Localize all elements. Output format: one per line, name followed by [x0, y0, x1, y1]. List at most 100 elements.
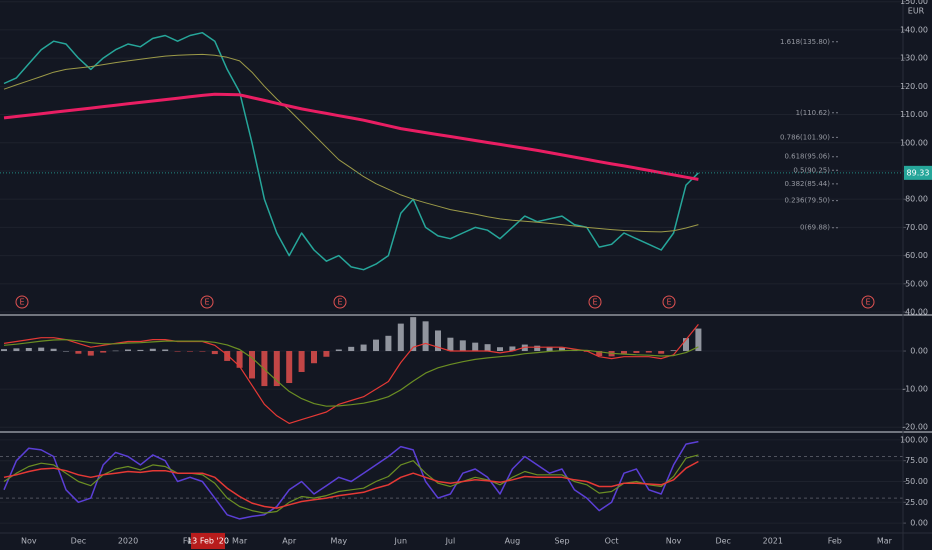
- y-tick-label: 0.00: [910, 519, 928, 528]
- earnings-label: E: [865, 298, 870, 307]
- y-tick-label: 75.00: [905, 456, 928, 465]
- histogram-bar: [236, 351, 243, 368]
- histogram-bar: [286, 351, 293, 384]
- earnings-label: E: [337, 298, 342, 307]
- histogram-bar: [25, 347, 32, 352]
- y-tick-label: 140.00: [900, 25, 928, 34]
- histogram-bar: [397, 323, 404, 352]
- x-tick-label: Feb: [183, 537, 197, 546]
- y-tick-label: 40.00: [905, 308, 928, 317]
- histogram-bar: [137, 349, 144, 352]
- earnings-marker[interactable]: [588, 295, 602, 309]
- histogram-bar: [1, 349, 7, 352]
- histogram-bar: [112, 350, 119, 352]
- histogram-bar: [559, 347, 565, 352]
- histogram-bar: [683, 338, 689, 352]
- y-tick-label: -20.00: [902, 423, 928, 432]
- histogram-bar: [385, 335, 392, 352]
- x-tick-label: Sep: [554, 537, 569, 546]
- histogram-bar: [472, 342, 479, 352]
- earnings-marker[interactable]: [662, 295, 676, 309]
- earnings-marker[interactable]: [15, 295, 29, 309]
- histogram-bar: [373, 339, 379, 352]
- histogram-bar: [249, 351, 255, 379]
- histogram-bar: [534, 345, 541, 352]
- histogram-bar: [125, 349, 131, 352]
- x-tick-label: May: [331, 537, 348, 546]
- histogram-bar: [224, 351, 231, 361]
- histogram-bar: [546, 346, 553, 352]
- x-tick-label: Oct: [605, 537, 619, 546]
- histogram-bar: [695, 328, 702, 352]
- histogram-bar: [211, 351, 218, 355]
- currency-label: EUR: [908, 7, 925, 16]
- last-price-label: 89.33: [907, 168, 930, 177]
- earnings-marker[interactable]: [333, 295, 347, 309]
- y-tick-label: 110.00: [900, 110, 928, 119]
- histogram-bar: [497, 347, 503, 352]
- histogram-bar: [38, 347, 45, 352]
- histogram-bar: [13, 348, 20, 352]
- x-tick-label: Aug: [505, 537, 521, 546]
- line-series: [3, 460, 699, 509]
- crosshair-date-box: [191, 533, 225, 549]
- earnings-marker[interactable]: [861, 295, 875, 309]
- earnings-label: E: [19, 298, 24, 307]
- earnings-label: E: [666, 298, 671, 307]
- y-tick-label: 100.00: [900, 435, 928, 444]
- y-tick-label: 150.00: [900, 0, 928, 6]
- x-tick-label: Dec: [71, 537, 86, 546]
- histogram-bar: [273, 351, 280, 387]
- histogram-bar: [50, 348, 57, 352]
- histogram-bar: [658, 351, 665, 354]
- line-series: [3, 454, 699, 514]
- x-tick-label: Mar: [232, 537, 248, 546]
- histogram-bar: [75, 351, 82, 354]
- earnings-label: E: [204, 298, 209, 307]
- labels: Nov Dec 2020 Feb Mar Apr May Jun Jul Aug Sep Oct Nov…: [21, 0, 932, 546]
- histogram-bar: [323, 351, 330, 357]
- y-tick-label: 70.00: [905, 223, 928, 232]
- last-price-box: [904, 165, 932, 180]
- y-tick-label: 130.00: [900, 54, 928, 63]
- histogram-bar: [311, 351, 317, 364]
- y-tick-label: 25.00: [905, 498, 928, 507]
- x-tick-label: Feb: [828, 537, 842, 546]
- plot: [0, 31, 903, 520]
- x-tick-label: 2020: [118, 537, 138, 546]
- histogram-bar: [645, 351, 652, 353]
- histogram-bar: [360, 344, 367, 352]
- histogram-bar: [670, 350, 677, 352]
- histogram-bar: [447, 337, 454, 352]
- x-tick-label: Jun: [394, 537, 408, 546]
- earnings-labels: E E E E E E: [19, 298, 870, 307]
- y-tick-label: 60.00: [905, 251, 928, 260]
- fib-label: 0.236(79.50): [784, 197, 830, 205]
- histogram-bar: [63, 351, 69, 352]
- x-tick-label: Apr: [282, 537, 297, 546]
- histogram-bar: [621, 351, 627, 354]
- y-tick-label: 50.00: [905, 279, 928, 288]
- earnings-marker[interactable]: [200, 295, 214, 309]
- y-tick-label: 120.00: [900, 82, 928, 91]
- earnings-label: E: [592, 298, 597, 307]
- histogram-bar: [435, 330, 441, 352]
- earnings-markers: [15, 295, 875, 309]
- fib-label: 1.618(135.80): [780, 38, 830, 46]
- fib-label: 0.5(90.25): [793, 166, 830, 174]
- fib-label: 0.382(85.44): [784, 180, 830, 188]
- histogram-bar: [298, 351, 305, 372]
- histogram-bar: [335, 349, 342, 352]
- histogram-bar: [348, 346, 355, 352]
- line-series: [3, 339, 699, 407]
- histogram-bar: [633, 351, 640, 353]
- histogram-bar: [174, 351, 181, 352]
- y-tick-label: 50.00: [905, 477, 928, 486]
- histogram-bar: [162, 349, 169, 352]
- histogram-bar: [422, 321, 429, 352]
- line-series: [3, 92, 699, 181]
- fib-label: 0(69.88): [800, 224, 830, 232]
- y-tick-label: 80.00: [905, 195, 928, 204]
- y-tick-label: 0.00: [910, 347, 928, 356]
